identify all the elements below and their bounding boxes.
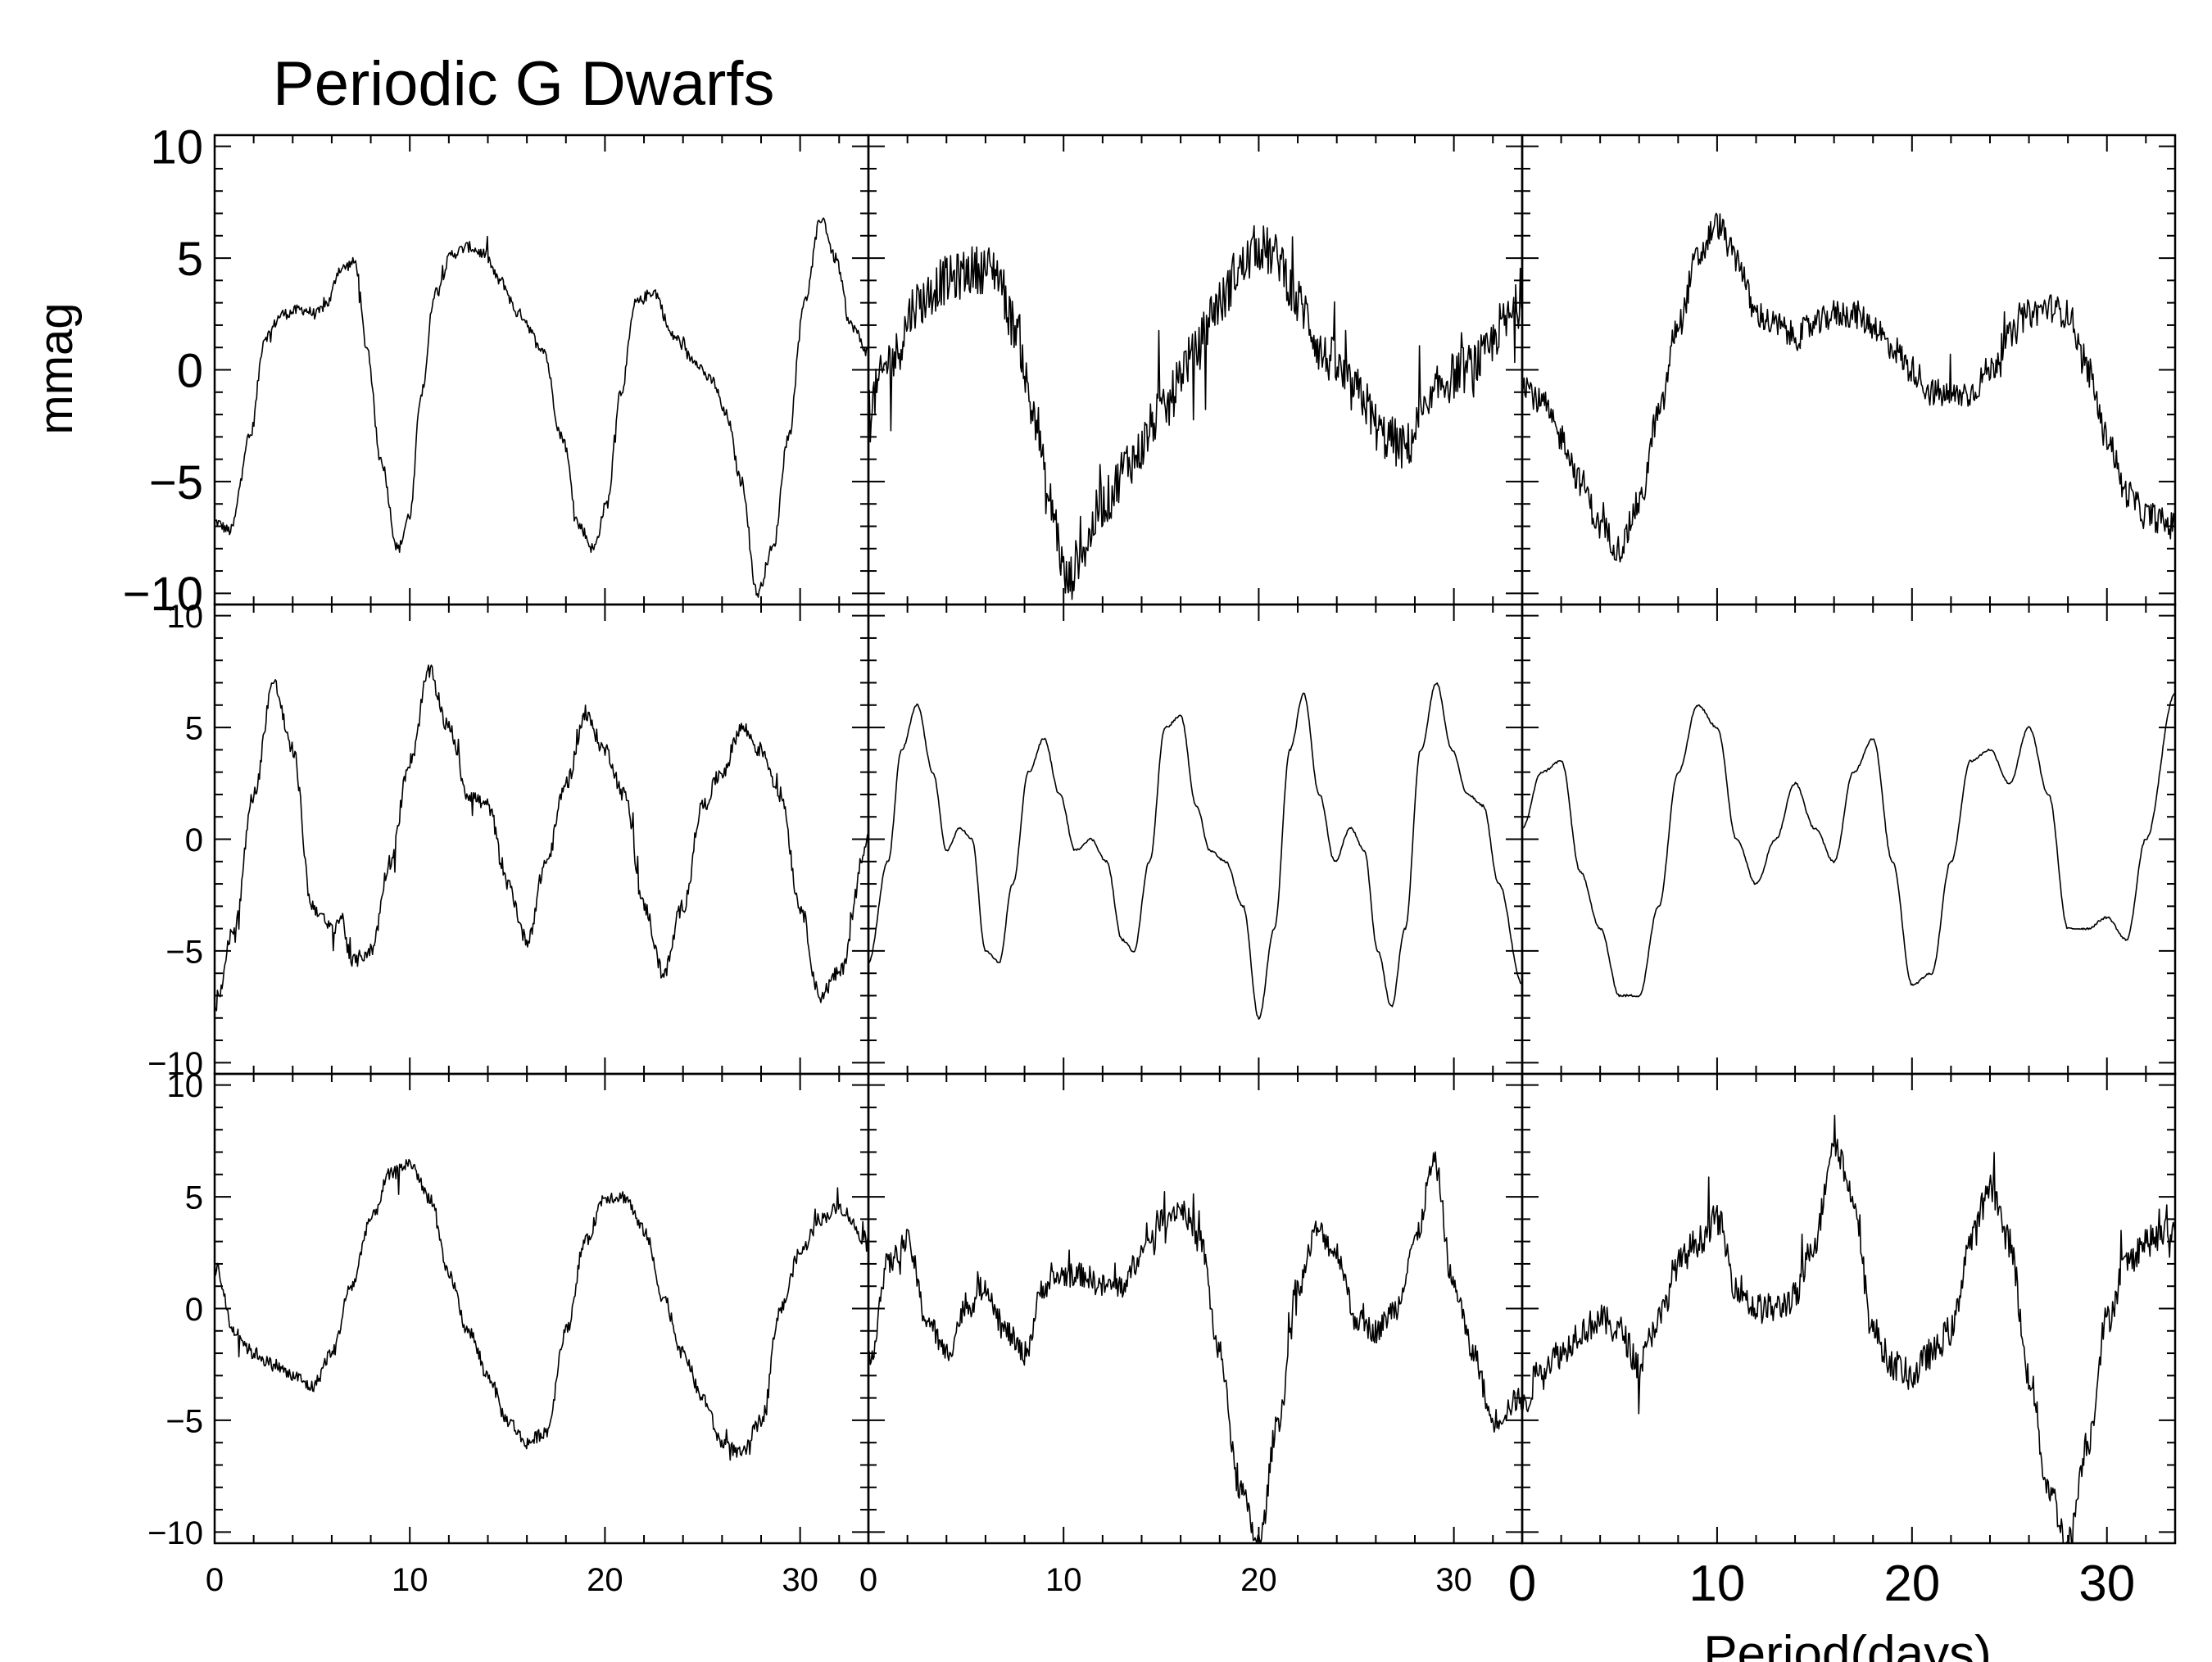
x-tick-label: 30 (2078, 1556, 2135, 1612)
series-line (868, 682, 1523, 1020)
x-tick-label: 30 (1435, 1562, 1472, 1598)
panel-frame (867, 603, 1524, 1076)
y-tick-label: −5 (165, 1403, 203, 1439)
y-tick-label: 0 (185, 1292, 203, 1328)
chart-title: Periodic G Dwarfs (273, 49, 774, 119)
y-tick-label: 0 (177, 344, 203, 397)
x-tick-label: 10 (1045, 1562, 1082, 1598)
panel-frame (1521, 134, 2177, 606)
panel-0-1 (867, 134, 1524, 606)
panel-1-2 (1521, 603, 2177, 1076)
panel-frame (1521, 603, 2177, 1076)
x-axis-label: Period(days) (1703, 1626, 1991, 1662)
series-line (1521, 1114, 2176, 1544)
panel-frame (1521, 1072, 2177, 1545)
panel-frame (213, 134, 870, 606)
series-line (214, 664, 869, 1012)
panel-2-1: 0 10 20 30 (859, 1072, 1524, 1598)
series-line (214, 217, 869, 598)
y-tick-label: −10 (123, 568, 203, 621)
panel-0-2 (1521, 134, 2177, 606)
x-tick-label: 10 (1688, 1556, 1745, 1612)
panel-1-1 (867, 603, 1524, 1076)
y-tick-label: 5 (185, 710, 203, 746)
panel-frame (213, 603, 870, 1076)
y-tick-label: −10 (147, 1046, 203, 1082)
y-tick-label: −10 (147, 1515, 203, 1551)
x-tick-label: 30 (782, 1562, 818, 1598)
x-tick-label: 20 (1240, 1562, 1277, 1598)
series-line (214, 1158, 869, 1461)
x-tick-label: 0 (1508, 1556, 1536, 1612)
panel-frame (867, 134, 1524, 606)
panel-2-0: −10 −5 0 5 10 0 10 20 30 (147, 1068, 870, 1598)
x-tick-label: 20 (1883, 1556, 1940, 1612)
y-axis-label: mmag (29, 302, 83, 434)
panel-frame (213, 1072, 870, 1545)
series-line (868, 224, 1523, 600)
x-tick-label: 10 (392, 1562, 428, 1598)
y-tick-label: 0 (185, 822, 203, 858)
x-tick-label: 0 (859, 1562, 877, 1598)
panel-0-0: −10 −5 0 5 10 (123, 121, 870, 621)
y-tick-label: −5 (149, 456, 203, 509)
panel-1-0: −10 −5 0 5 10 (147, 599, 870, 1082)
x-tick-label: 0 (206, 1562, 224, 1598)
y-tick-label: 10 (167, 599, 204, 635)
y-tick-label: 10 (150, 121, 203, 174)
x-tick-label: 20 (587, 1562, 623, 1598)
series-line (868, 1151, 1523, 1544)
y-tick-label: −5 (165, 934, 203, 970)
panel-2-2: 0 10 20 30 (1508, 1072, 2177, 1612)
series-line (1521, 212, 2176, 563)
y-tick-label: 5 (185, 1180, 203, 1216)
y-tick-label: 10 (167, 1068, 204, 1104)
series-line (1521, 693, 2176, 998)
y-tick-label: 5 (177, 233, 203, 286)
